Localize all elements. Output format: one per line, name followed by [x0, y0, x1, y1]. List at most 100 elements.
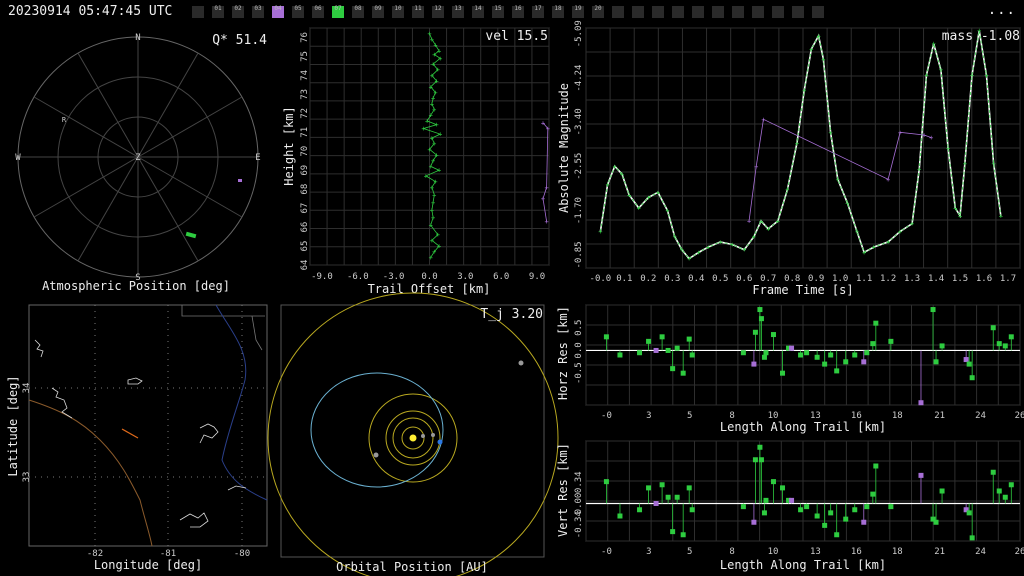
residual-point [763, 350, 769, 356]
residual-point [939, 488, 945, 494]
vert-ylabel: Vert Res [km] [556, 443, 570, 537]
data-point: + [431, 199, 435, 207]
data-point: + [432, 248, 436, 256]
x-tick-label: 0.2 [640, 274, 656, 284]
mag-grid [585, 27, 1021, 269]
residual-point [864, 350, 870, 356]
camera-indicator[interactable]: 02 [232, 5, 244, 18]
horz-xlabel: Length Along Trail [km] [720, 420, 886, 434]
camera-indicator[interactable] [712, 6, 724, 18]
y-tick-label: 33 [22, 472, 32, 483]
x-tick-label: 21 [934, 411, 945, 421]
x-tick-label: 8 [729, 411, 734, 421]
camera-indicator[interactable]: 14 [472, 5, 484, 18]
jupiter-orbit [267, 292, 559, 576]
data-point: + [821, 56, 825, 64]
data-point: + [665, 207, 669, 215]
camera-indicator[interactable]: 20 [592, 5, 604, 18]
camera-id: 11 [414, 5, 422, 12]
residual-point [918, 400, 924, 406]
x-tick-label: 6.0 [493, 272, 509, 282]
camera-indicator[interactable] [192, 6, 204, 18]
camera-indicator[interactable] [612, 6, 624, 18]
data-point: + [421, 125, 425, 133]
data-point: + [436, 66, 440, 74]
data-point: + [433, 42, 437, 50]
camera-indicator[interactable] [652, 6, 664, 18]
residual-point [674, 345, 680, 351]
vert-yticks: 0.340.00-0.34 [574, 471, 584, 538]
venus-orbit [392, 417, 434, 459]
camera-indicator[interactable]: 11 [412, 5, 424, 18]
west-label: W [15, 153, 21, 163]
camera-indicator[interactable] [772, 6, 784, 18]
residual-point [873, 320, 879, 326]
camera-indicator[interactable] [752, 6, 764, 18]
camera-indicator[interactable]: 12 [432, 5, 444, 18]
residual-point [930, 307, 936, 313]
camera-indicator[interactable]: 08 [352, 5, 364, 18]
residual-point [864, 504, 870, 510]
residual-point [828, 510, 834, 516]
mercury-orbit [401, 426, 425, 450]
data-point: + [545, 184, 549, 192]
camera-indicator[interactable]: 10 [392, 5, 404, 18]
residual-point [870, 341, 876, 347]
camera-indicator[interactable]: 06 [312, 5, 324, 18]
camera-id: 08 [354, 5, 362, 12]
camera-indicator[interactable]: 15 [492, 5, 504, 18]
residual-point [617, 513, 623, 519]
north-label: N [135, 33, 140, 43]
x-tick-label: 10 [768, 411, 779, 421]
height-yticks: 64 65 66 67 68 69 70 71 72 73 74 75 76 [300, 32, 310, 270]
vert-res-panel: -0 3 5 8 10 13 16 18 21 24 26 0.340.00-0.34 Length… [556, 440, 1024, 572]
menu-button[interactable]: ... [987, 2, 1016, 18]
x-tick-label: 3.0 [457, 272, 473, 282]
camera-indicator[interactable]: 05 [292, 5, 304, 18]
camera-indicator[interactable]: 01 [212, 5, 224, 18]
camera-indicator[interactable] [732, 6, 744, 18]
camera-id: 19 [574, 5, 582, 12]
earth-orbit [385, 410, 441, 466]
camera-indicator[interactable]: 17 [532, 5, 544, 18]
residual-point [752, 329, 758, 335]
camera-indicator[interactable]: 04 [272, 5, 284, 18]
y-tick-label: 0.5 [574, 320, 584, 336]
camera-id: 13 [454, 5, 462, 12]
camera-indicator[interactable]: 19 [572, 5, 584, 18]
vert-grid [585, 440, 1021, 542]
camera-indicator[interactable]: 07 [332, 5, 344, 18]
camera-indicator[interactable]: 13 [452, 5, 464, 18]
data-point: + [953, 205, 957, 213]
data-point: + [999, 212, 1003, 220]
camera-indicator[interactable] [692, 6, 704, 18]
planet-marker [373, 452, 379, 458]
residual-point [653, 347, 659, 353]
y-tick-label: 75 [300, 51, 310, 62]
sky-spoke [137, 156, 199, 262]
camera-indicator[interactable] [792, 6, 804, 18]
residual-point [646, 338, 652, 344]
data-point: + [680, 246, 684, 254]
y-tick-label: -2.55 [574, 153, 584, 180]
camera-indicator[interactable] [812, 6, 824, 18]
state-border [181, 305, 265, 351]
camera-indicator[interactable] [632, 6, 644, 18]
camera-indicator[interactable]: 18 [552, 5, 564, 18]
x-tick-label: 0.8 [784, 274, 800, 284]
camera-id: 15 [494, 5, 502, 12]
camera-indicator[interactable] [672, 6, 684, 18]
x-tick-label: -6.0 [347, 272, 369, 282]
camera-indicator[interactable]: 03 [252, 5, 264, 18]
horz-points [586, 307, 1020, 406]
residual-point [798, 352, 804, 358]
y-tick-label: -0.5 [574, 362, 584, 384]
camera-indicator[interactable]: 09 [372, 5, 384, 18]
residual-point [689, 352, 695, 358]
data-point: + [761, 116, 765, 124]
zenith-label: Z [135, 153, 141, 163]
x-tick-label: 1.3 [904, 274, 920, 284]
residual-point [758, 457, 764, 463]
camera-indicator[interactable]: 16 [512, 5, 524, 18]
x-tick-label: 0.7 [760, 274, 776, 284]
